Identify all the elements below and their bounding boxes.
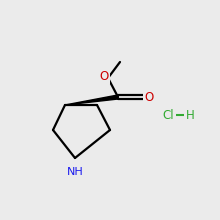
Polygon shape xyxy=(65,95,118,105)
Text: O: O xyxy=(144,90,154,103)
Text: O: O xyxy=(99,70,109,82)
Text: Cl: Cl xyxy=(162,108,174,121)
Text: H: H xyxy=(186,108,194,121)
Text: NH: NH xyxy=(67,167,83,177)
